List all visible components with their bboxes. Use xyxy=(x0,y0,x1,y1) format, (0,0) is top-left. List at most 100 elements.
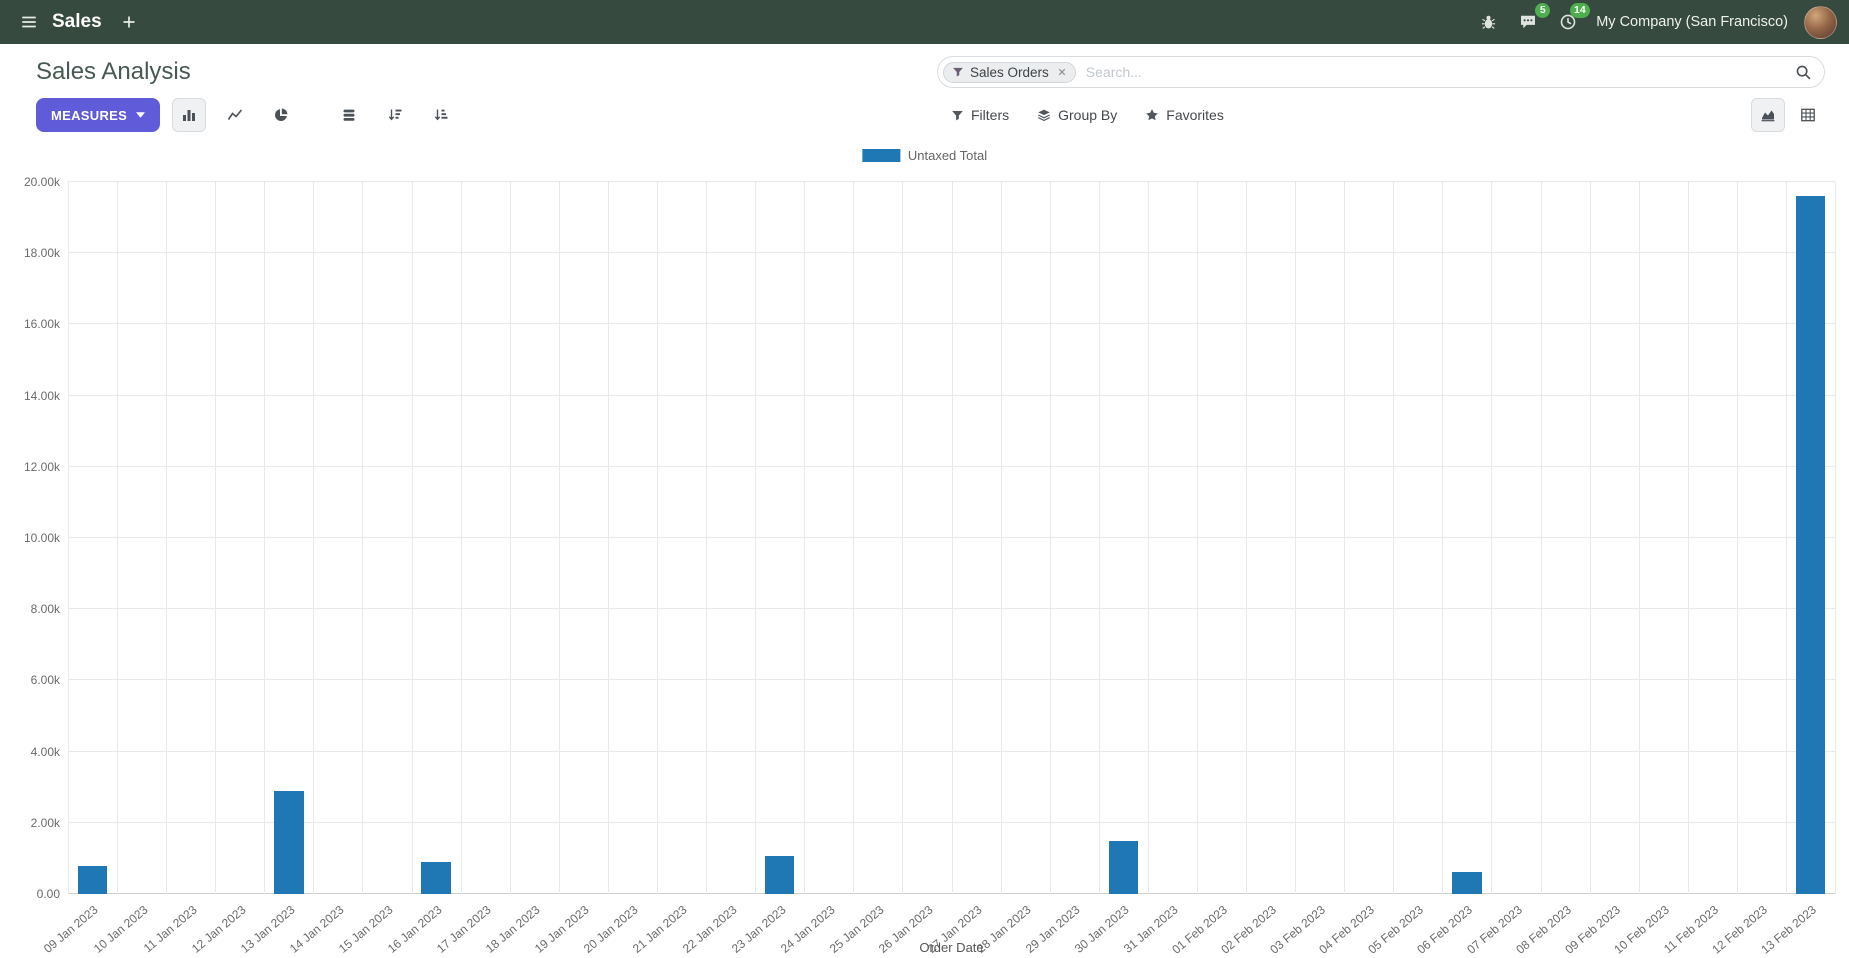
control-panel: Sales Analysis Sales Orders xyxy=(0,44,1849,138)
line-chart-mode-button[interactable] xyxy=(218,98,252,132)
y-tick-label: 2.00k xyxy=(30,815,60,830)
x-axis-title: Order Date xyxy=(919,940,984,955)
plus-icon xyxy=(121,14,137,30)
measures-button[interactable]: MEASURES xyxy=(36,98,161,132)
gridline-vertical xyxy=(1785,182,1787,894)
chart-card: Untaxed Total 0.00 2.00k 4.00k 6.00k 8.00k 10… xyxy=(0,138,1849,958)
search-facet-sales-orders[interactable]: Sales Orders xyxy=(943,61,1076,83)
current-app-name[interactable]: Sales xyxy=(52,11,102,32)
gridline-vertical xyxy=(509,182,511,894)
y-tick-label: 4.00k xyxy=(30,744,60,759)
pie-chart-icon xyxy=(273,107,289,123)
search-icon[interactable] xyxy=(1795,64,1812,81)
pivot-view-button[interactable] xyxy=(1791,98,1825,132)
gridline-vertical xyxy=(1245,182,1247,894)
gridline-vertical xyxy=(1344,182,1346,894)
bar-13-feb-2023[interactable] xyxy=(1795,196,1826,894)
gridline-vertical xyxy=(166,182,168,894)
gridline-vertical xyxy=(902,182,904,894)
gridline-vertical xyxy=(215,182,217,894)
messages-button[interactable]: 5 xyxy=(1512,3,1551,38)
filters-label: Filters xyxy=(971,107,1010,123)
clock-icon xyxy=(1559,13,1577,31)
gridline-vertical xyxy=(460,182,462,894)
gridline-vertical xyxy=(951,182,953,894)
caret-down-icon xyxy=(136,112,146,118)
bar-30-jan-2023[interactable] xyxy=(1108,840,1138,894)
bar-16-jan-2023[interactable] xyxy=(421,861,451,894)
filters-dropdown[interactable]: Filters xyxy=(951,107,1009,123)
legend-label: Untaxed Total xyxy=(907,148,988,163)
gridline-vertical xyxy=(1393,182,1395,894)
page-title: Sales Analysis xyxy=(36,58,191,85)
stacked-toggle-button[interactable] xyxy=(332,98,366,132)
measures-button-label: MEASURES xyxy=(51,107,128,123)
gridline-vertical xyxy=(1098,182,1100,894)
navbar: Sales xyxy=(0,0,1849,44)
gridline-vertical xyxy=(1147,182,1149,894)
search-bar: Sales Orders xyxy=(937,56,1825,88)
gridline-vertical xyxy=(1049,182,1051,894)
gridline-vertical xyxy=(853,182,855,894)
gridline-vertical xyxy=(755,182,757,894)
messages-count-badge: 5 xyxy=(1535,3,1551,19)
new-tab-button[interactable] xyxy=(112,5,146,39)
bar-chart-mode-button[interactable] xyxy=(172,98,207,132)
y-tick-label: 16.00k xyxy=(23,317,60,332)
search-input[interactable] xyxy=(1075,64,1795,80)
star-icon xyxy=(1145,108,1159,122)
legend-swatch xyxy=(861,149,900,162)
facet-close-icon[interactable] xyxy=(1057,67,1067,77)
plot-area: 0.00 2.00k 4.00k 6.00k 8.00k 10.00k 12.00k 14.0… xyxy=(24,175,1836,901)
chart-legend[interactable]: Untaxed Total xyxy=(861,148,988,163)
view-switcher xyxy=(1751,98,1825,132)
gridline-horizontal xyxy=(68,181,1835,182)
favorites-dropdown[interactable]: Favorites xyxy=(1145,107,1224,123)
graph-view-button[interactable] xyxy=(1751,98,1785,132)
stacked-bars-icon xyxy=(341,107,357,123)
gridline-vertical xyxy=(1638,182,1640,894)
debug-mode-button[interactable] xyxy=(1472,6,1504,38)
sort-descending-button[interactable] xyxy=(378,98,412,132)
control-panel-bottom-row: MEASURES xyxy=(36,98,1825,132)
y-tick-label: 20.00k xyxy=(23,175,60,189)
pie-chart-mode-button[interactable] xyxy=(264,98,298,132)
apps-menu-button[interactable] xyxy=(12,5,46,39)
gridline-vertical xyxy=(362,182,364,894)
gridline-vertical xyxy=(706,182,708,894)
gridline-vertical xyxy=(656,182,658,894)
search-dropdowns: Filters Group By xyxy=(937,107,1224,123)
y-tick-label: 6.00k xyxy=(30,673,60,688)
gridline-vertical xyxy=(1835,182,1836,894)
bar-06-feb-2023[interactable] xyxy=(1452,872,1482,894)
area-chart-icon xyxy=(1760,107,1776,123)
gridline-vertical xyxy=(1589,182,1591,894)
activities-button[interactable]: 14 xyxy=(1552,3,1591,38)
search-facet-label: Sales Orders xyxy=(970,64,1049,80)
control-panel-top-row: Sales Analysis Sales Orders xyxy=(36,56,1825,88)
filter-funnel-icon xyxy=(952,66,964,78)
y-tick-label: 14.00k xyxy=(23,388,60,403)
bar-chart-icon xyxy=(181,107,197,123)
hamburger-icon xyxy=(20,13,38,31)
bar-09-jan-2023[interactable] xyxy=(77,866,108,894)
navbar-systray: 5 14 My Company (San Francisco) xyxy=(1472,3,1837,39)
gridline-vertical xyxy=(804,182,806,894)
bar-13-jan-2023[interactable] xyxy=(274,790,304,894)
sort-ascending-button[interactable] xyxy=(424,98,458,132)
y-tick-label: 8.00k xyxy=(30,602,60,617)
company-switcher[interactable]: My Company (San Francisco) xyxy=(1596,14,1788,30)
group-by-dropdown[interactable]: Group By xyxy=(1037,107,1117,123)
favorites-label: Favorites xyxy=(1166,107,1224,123)
bug-icon xyxy=(1480,14,1497,31)
gridline-vertical xyxy=(1196,182,1198,894)
sort-ascending-icon xyxy=(433,107,449,123)
graph-toolbar: MEASURES xyxy=(36,98,937,132)
filters-funnel-icon xyxy=(951,109,964,122)
bar-23-jan-2023[interactable] xyxy=(764,855,795,894)
chat-bubble-icon xyxy=(1519,13,1537,31)
y-tick-label: 18.00k xyxy=(23,246,60,261)
gridline-vertical xyxy=(1442,182,1444,894)
user-avatar[interactable] xyxy=(1804,5,1837,39)
